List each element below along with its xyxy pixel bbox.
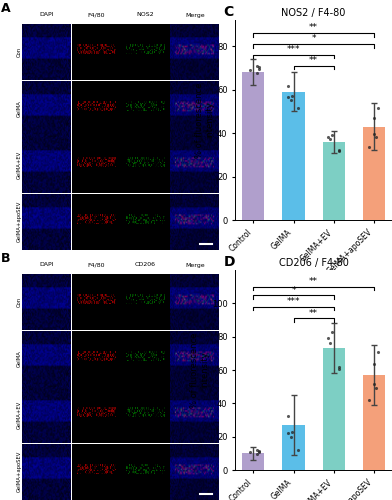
Point xyxy=(325,334,331,342)
Point xyxy=(288,96,294,104)
Bar xyxy=(283,425,305,470)
Point xyxy=(366,396,372,404)
Text: A: A xyxy=(1,2,11,15)
Point xyxy=(289,92,295,100)
Y-axis label: % of fluorescence
intensity: % of fluorescence intensity xyxy=(190,332,209,407)
Text: CD206: CD206 xyxy=(135,262,156,268)
Text: F4/80: F4/80 xyxy=(87,12,105,18)
Point xyxy=(371,114,377,122)
Text: B: B xyxy=(1,252,10,265)
Y-axis label: % of fluorescence
intensity: % of fluorescence intensity xyxy=(195,82,214,158)
Text: *: * xyxy=(311,34,316,43)
Text: C: C xyxy=(223,5,234,19)
Text: Merge: Merge xyxy=(185,12,205,18)
Text: **: ** xyxy=(309,277,318,286)
Bar xyxy=(242,454,265,470)
Point xyxy=(254,69,260,77)
Text: GelMA+EV: GelMA+EV xyxy=(16,151,22,179)
Point xyxy=(372,133,379,141)
Point xyxy=(328,328,335,336)
Point xyxy=(285,93,291,101)
Point xyxy=(370,380,377,388)
Bar xyxy=(363,126,385,220)
Point xyxy=(295,446,301,454)
Bar xyxy=(283,92,305,220)
Bar xyxy=(323,348,345,470)
Point xyxy=(371,360,377,368)
Point xyxy=(285,429,291,437)
Point xyxy=(254,62,260,70)
Point xyxy=(256,448,262,456)
Point xyxy=(336,147,342,155)
Point xyxy=(288,434,294,442)
Point xyxy=(336,146,342,154)
Title: CD206 / F4-80: CD206 / F4-80 xyxy=(279,258,348,268)
Text: ***: *** xyxy=(287,297,300,306)
Text: GelMA: GelMA xyxy=(16,100,22,117)
Text: **: ** xyxy=(309,56,318,65)
Point xyxy=(336,363,342,371)
Point xyxy=(256,447,262,455)
Point xyxy=(256,64,262,72)
Bar xyxy=(323,142,345,220)
Text: **: ** xyxy=(309,309,318,318)
Text: Con: Con xyxy=(16,296,22,307)
Title: NOS2 / F4-80: NOS2 / F4-80 xyxy=(281,8,346,18)
Text: Merge: Merge xyxy=(185,262,205,268)
Text: F4/80: F4/80 xyxy=(87,262,105,268)
Text: **: ** xyxy=(309,24,318,32)
Point xyxy=(370,130,377,138)
Bar xyxy=(242,72,265,220)
Text: NOS2: NOS2 xyxy=(137,12,154,18)
Text: GelMA+apoSEV: GelMA+apoSEV xyxy=(16,201,22,242)
Text: *: * xyxy=(291,286,296,294)
Text: Con: Con xyxy=(16,47,22,57)
Point xyxy=(325,133,331,141)
Point xyxy=(328,131,335,139)
Point xyxy=(327,339,334,347)
Point xyxy=(247,448,253,456)
Point xyxy=(289,428,295,436)
Text: GelMA+apoSEV: GelMA+apoSEV xyxy=(16,451,22,492)
Text: DAPI: DAPI xyxy=(40,12,54,18)
Point xyxy=(374,348,381,356)
Text: GelMA+EV: GelMA+EV xyxy=(16,401,22,429)
Text: D: D xyxy=(223,255,235,269)
Point xyxy=(295,104,301,112)
Point xyxy=(366,143,372,151)
Point xyxy=(374,104,381,112)
Bar xyxy=(363,375,385,470)
Point xyxy=(256,65,262,73)
Point xyxy=(327,136,334,143)
Text: GelMA: GelMA xyxy=(16,350,22,367)
Point xyxy=(285,412,291,420)
Text: DAPI: DAPI xyxy=(40,262,54,268)
Point xyxy=(336,365,342,373)
Point xyxy=(254,446,260,454)
Point xyxy=(247,66,253,74)
Text: ***: *** xyxy=(287,45,300,54)
Point xyxy=(372,384,379,392)
Point xyxy=(254,450,260,458)
Point xyxy=(285,82,291,90)
